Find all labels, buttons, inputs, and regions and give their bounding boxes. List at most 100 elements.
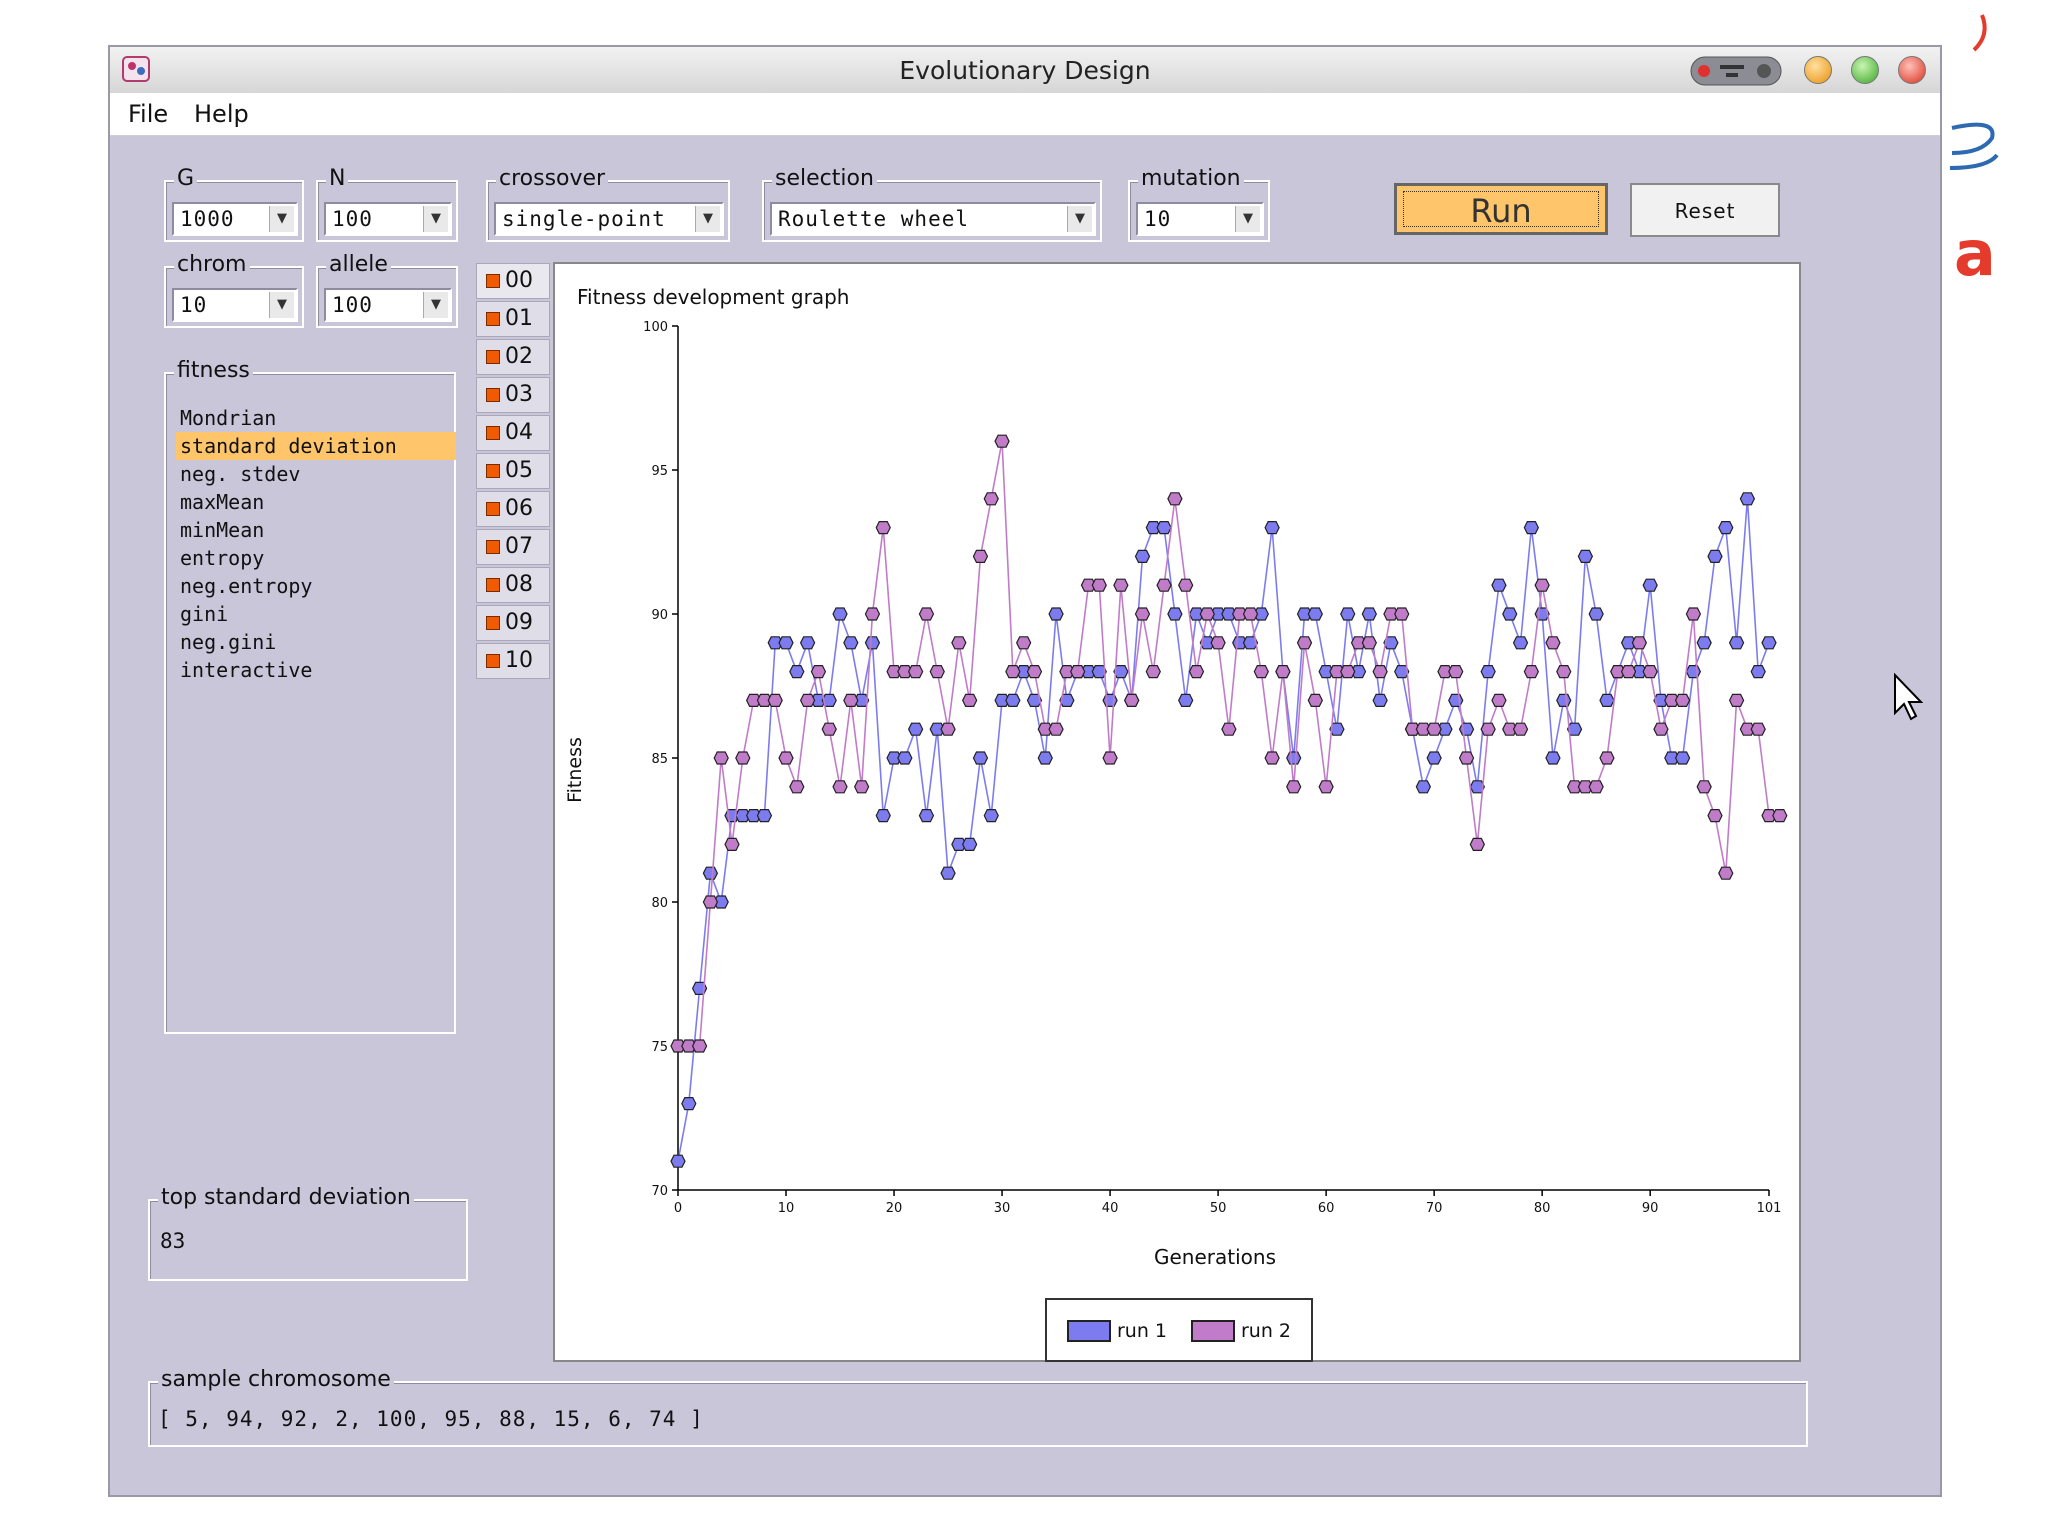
fitness-item[interactable]: neg.gini (180, 630, 277, 654)
run-tab-08[interactable]: 08 (476, 567, 550, 603)
run-tab-label: 01 (505, 306, 533, 331)
chart-legend: run 1 run 2 (1045, 1298, 1313, 1362)
data-point-run1 (1340, 607, 1356, 621)
run-tab-02[interactable]: 02 (476, 339, 550, 375)
reset-button[interactable]: Reset (1630, 183, 1780, 237)
data-point-run1 (1599, 693, 1615, 707)
data-point-run2 (1253, 665, 1269, 679)
data-point-run1 (1739, 492, 1756, 506)
run-color-icon (486, 540, 500, 554)
java-logo-fragment: a (1949, 14, 2010, 300)
chevron-down-icon[interactable]: ▼ (1067, 206, 1092, 232)
crossover-select[interactable]: single-point ▼ (494, 202, 724, 236)
fitness-item[interactable]: maxMean (180, 490, 265, 514)
run-color-icon (486, 578, 500, 592)
data-point-run2 (832, 780, 848, 794)
run-tab-label: 03 (505, 382, 533, 407)
chevron-down-icon[interactable]: ▼ (269, 292, 294, 318)
x-tick-label: 60 (1318, 1201, 1335, 1216)
chevron-down-icon[interactable]: ▼ (1235, 206, 1260, 232)
run-tab-09[interactable]: 09 (476, 605, 550, 641)
run-tab-06[interactable]: 06 (476, 491, 550, 527)
data-point-run2 (1707, 808, 1723, 823)
data-point-run2 (1070, 665, 1086, 679)
selection-select[interactable]: Roulette wheel ▼ (770, 202, 1096, 236)
data-point-run1 (1253, 607, 1269, 621)
data-point-run2 (994, 434, 1010, 448)
data-point-run1 (1566, 722, 1583, 736)
close-button[interactable] (1898, 56, 1926, 84)
data-point-run1 (1307, 607, 1323, 621)
n-select[interactable]: 100 ▼ (324, 202, 452, 236)
data-point-run2 (1426, 722, 1442, 736)
data-point-run2 (951, 636, 967, 650)
data-point-run1 (983, 808, 999, 823)
legend-label-run1: run 1 (1117, 1320, 1168, 1342)
chevron-down-icon[interactable]: ▼ (269, 206, 294, 232)
run-tab-03[interactable]: 03 (476, 377, 550, 413)
chart-title: Fitness development graph (577, 285, 849, 309)
x-tick-label: 20 (886, 1201, 903, 1216)
data-point-run1 (1415, 780, 1432, 794)
data-point-run2 (1340, 665, 1356, 679)
run-tab-01[interactable]: 01 (476, 301, 550, 337)
run-tab-10[interactable]: 10 (476, 643, 550, 679)
allele-select[interactable]: 100 ▼ (324, 288, 452, 322)
minimize-button[interactable] (1804, 56, 1832, 84)
data-point-run1 (1134, 549, 1151, 563)
fitness-item[interactable]: entropy (180, 546, 265, 570)
data-point-run1 (853, 693, 870, 707)
data-point-run2 (702, 895, 719, 909)
fitness-item[interactable]: interactive (180, 658, 313, 682)
chevron-down-icon[interactable]: ▼ (423, 206, 448, 232)
y-tick-label: 95 (651, 464, 668, 479)
chevron-down-icon[interactable]: ▼ (423, 292, 448, 318)
run-color-icon (486, 388, 500, 402)
data-point-run1 (843, 636, 859, 650)
series-line-run1 (677, 498, 1770, 1162)
fitness-item[interactable]: neg. stdev (180, 462, 301, 486)
data-point-run2 (1394, 607, 1410, 621)
run-tab-00[interactable]: 00 (476, 263, 550, 299)
run-color-icon (486, 654, 500, 668)
zoom-button[interactable] (1851, 56, 1879, 84)
run-button[interactable]: Run (1394, 183, 1608, 235)
chrom-select[interactable]: 10 ▼ (172, 288, 298, 322)
fitness-list[interactable]: Mondrian standard deviation neg. stdev m… (168, 392, 456, 992)
run-tab-07[interactable]: 07 (476, 529, 550, 565)
data-point-run2 (1588, 780, 1604, 794)
legend-swatch-run2 (1191, 1320, 1235, 1342)
run-tab-label: 06 (505, 496, 533, 521)
fitness-item[interactable]: Mondrian (180, 406, 277, 430)
data-point-run2 (1296, 636, 1313, 650)
data-point-run2 (1134, 607, 1151, 621)
fitness-item[interactable]: gini (180, 602, 229, 626)
fitness-item[interactable]: neg.entropy (180, 574, 313, 598)
data-point-run1 (1394, 665, 1410, 679)
mutation-select[interactable]: 10 ▼ (1136, 202, 1264, 236)
run-tab-05[interactable]: 05 (476, 453, 550, 489)
data-point-run1 (1350, 665, 1367, 679)
fitness-item-selected[interactable]: standard deviation (176, 432, 456, 460)
allele-group: allele 100 ▼ (316, 252, 458, 328)
data-point-run2 (1210, 636, 1226, 650)
data-point-run2 (1480, 722, 1496, 736)
menu-help[interactable]: Help (194, 100, 249, 128)
data-point-run1 (1718, 521, 1734, 535)
chevron-down-icon[interactable]: ▼ (695, 206, 720, 232)
fitness-item[interactable]: minMean (180, 518, 265, 542)
java-steam-icon (1972, 14, 1987, 52)
run-tab-04[interactable]: 04 (476, 415, 550, 451)
g-select[interactable]: 1000 ▼ (172, 202, 298, 236)
data-point-run1 (1512, 636, 1529, 650)
data-point-run1 (1480, 665, 1496, 679)
data-point-run2 (1642, 665, 1658, 679)
menu-file[interactable]: File (128, 100, 169, 128)
data-point-run1 (1026, 693, 1043, 707)
chrom-group: chrom 10 ▼ (164, 252, 304, 328)
menu-bar: File Help (110, 93, 1940, 136)
data-point-run1 (918, 808, 935, 823)
toolbar-toggle-icon[interactable] (1690, 55, 1782, 87)
data-point-run1 (1426, 751, 1442, 765)
data-point-run2 (821, 722, 837, 736)
